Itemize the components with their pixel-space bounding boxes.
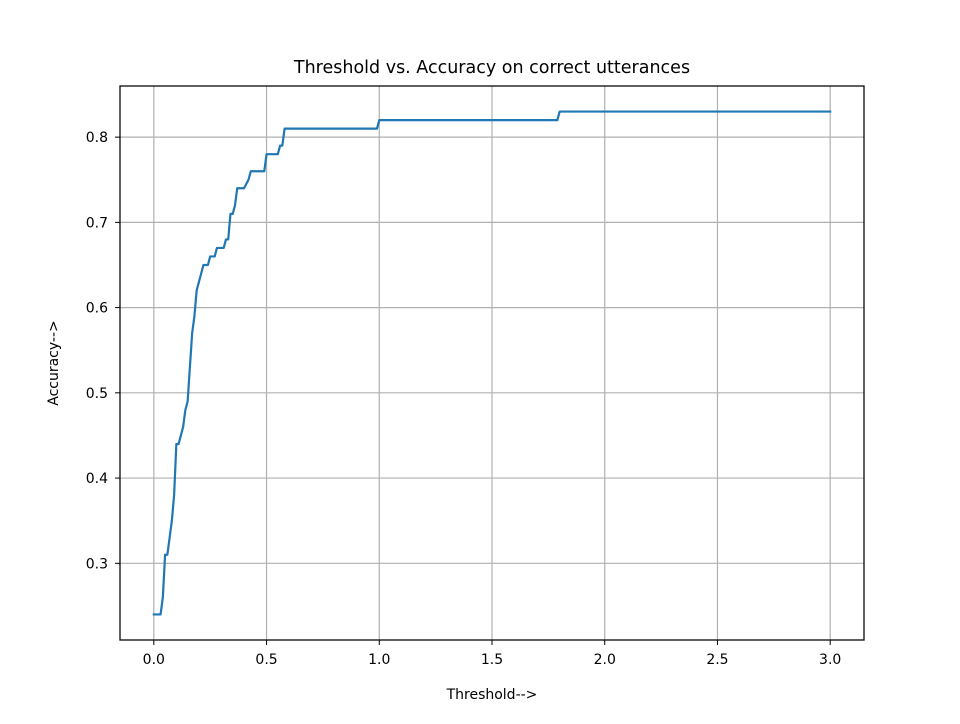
axes-frame [119,85,865,641]
y-tick-label: 0.8 [86,130,108,146]
data-series [152,110,832,616]
x-tick-label: 0.5 [255,652,277,668]
y-tick-label: 0.4 [86,471,108,487]
x-tick-label: 0.0 [143,652,165,668]
y-axis-label: Accuracy--> [46,320,62,406]
x-tick-label: 1.0 [368,652,390,668]
x-tick-label: 2.5 [706,652,728,668]
y-tick-label: 0.6 [86,301,108,317]
y-tick-label: 0.7 [86,215,108,231]
accuracy-series-line [152,110,832,616]
x-axis-label: Threshold--> [446,687,538,703]
axis-ticks: 0.0 0.5 1.0 1.5 2.0 2.5 3.0 0.3 0.4 0.5 0.6 0.7 0.8 [86,130,842,668]
x-tick-label: 2.0 [594,652,616,668]
x-tick-label: 1.5 [481,652,503,668]
y-tick-label: 0.5 [86,386,108,402]
y-tick-label: 0.3 [86,556,108,572]
x-tick-label: 3.0 [819,652,841,668]
chart-title: Threshold vs. Accuracy on correct uttera… [293,58,690,78]
grid [120,86,864,640]
